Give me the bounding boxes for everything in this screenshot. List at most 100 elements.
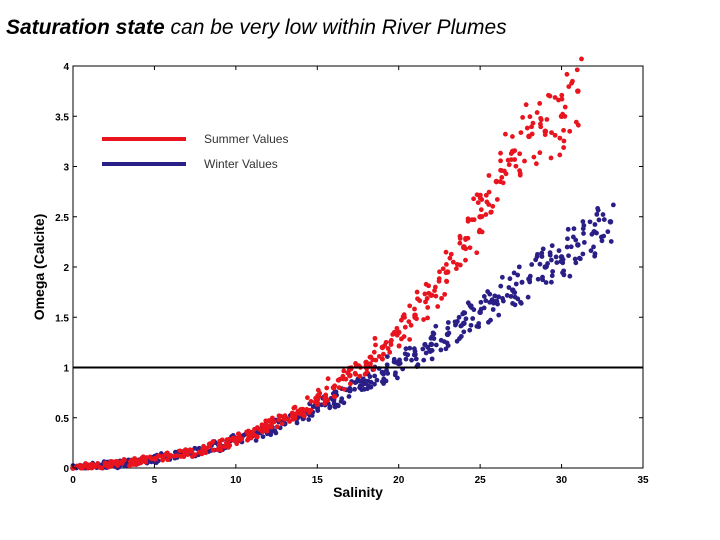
scatter-point [508,293,514,299]
scatter-point [461,310,467,315]
scatter-point [549,243,555,249]
scatter-point [547,93,553,99]
scatter-point [454,338,460,344]
scatter-point [448,251,454,257]
scatter-point [333,389,339,395]
scatter-point [471,196,476,202]
scatter-point [324,385,330,391]
scatter-point [322,401,328,406]
scatter-point [393,370,398,376]
scatter-point [371,349,377,355]
scatter-point [592,251,598,257]
scatter-point [468,322,474,328]
scatter-point [573,237,579,243]
scatter-point [561,127,566,133]
scatter-point [335,377,341,383]
scatter-point [529,262,535,267]
scatter-point [478,299,484,305]
scatter-point [592,222,598,227]
y-tick-label: 3 [63,163,69,174]
scatter-point [554,260,560,265]
scatter-point [601,233,607,239]
scatter-point [341,386,347,392]
scatter-point [552,95,558,100]
scatter-point [486,189,492,195]
scatter-point [276,413,282,419]
scatter-point [488,317,493,323]
scatter-point [568,244,574,250]
scatter-point [414,289,420,295]
scatter-point [445,325,451,331]
scatter-point [486,173,492,178]
scatter-point [331,394,337,399]
scatter-point [608,239,614,244]
scatter-point [391,359,397,365]
scatter-point [574,67,580,73]
data-point [412,351,418,358]
data-point [167,453,174,459]
scatter-point [222,444,227,450]
scatter-point [579,56,584,62]
data-point [444,331,451,338]
data-point [575,242,581,248]
scatter-point [476,324,482,330]
scatter-point [496,294,502,300]
scatter-point [454,262,460,267]
scatter-point [580,219,586,224]
scatter-point [388,342,394,347]
x-tick-label: 20 [393,475,405,486]
scatter-point [540,274,545,280]
data-point [395,329,402,336]
scatter-point [591,244,596,250]
x-tick-label: 10 [230,475,242,486]
legend: Summer Values Winter Values [102,132,288,171]
scatter-point [323,392,329,398]
scatter-point [483,192,489,198]
scatter-point [465,235,471,241]
scatter-point [564,244,570,250]
x-tick-label: 35 [637,475,649,486]
scatter-point [189,454,195,459]
data-point [135,458,141,464]
scatter-point [373,342,378,348]
scatter-point [580,251,586,257]
scatter-point [346,394,352,399]
scatter-point [467,327,473,333]
data-point [102,462,109,468]
scatter-point [198,450,203,456]
series-layer [70,56,616,471]
scatter-point [474,192,480,198]
scatter-point [529,124,534,130]
y-tick-label: 2.5 [55,213,69,224]
scatter-point [547,250,553,256]
scatter-point [487,299,493,305]
scatter-point [388,337,394,343]
data-point [477,309,483,316]
data-point [265,423,272,430]
scatter-point [129,458,134,463]
scatter-point [512,294,518,300]
scatter-point [470,316,476,321]
data-point [347,372,353,379]
scatter-point [426,283,432,289]
scatter-point [401,312,407,318]
data-point [200,446,207,452]
data-point [379,344,386,351]
scatter-point [556,97,561,103]
scatter-point [433,293,439,299]
scatter-point [565,226,571,232]
y-tick-label: 0.5 [55,414,69,425]
scatter-point [535,276,541,282]
scatter-point [453,266,459,272]
scatter-point [601,217,607,222]
data-point [558,113,565,120]
scatter-point [413,356,419,362]
scatter-point [581,240,587,245]
data-point [493,298,500,304]
scatter-point [411,346,417,352]
scatter-point [548,279,554,285]
scatter-point [559,92,565,98]
scatter-point [485,289,491,294]
scatter-point [543,280,549,285]
